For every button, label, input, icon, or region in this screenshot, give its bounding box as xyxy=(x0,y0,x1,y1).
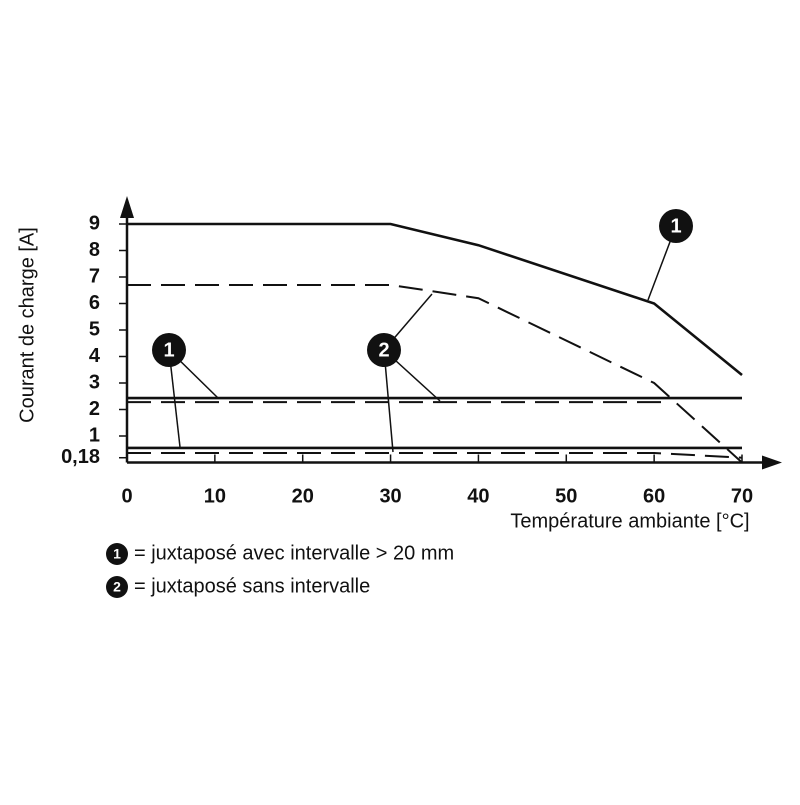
y-tick-label: 3 xyxy=(89,371,100,393)
x-tick-label: 60 xyxy=(643,485,665,507)
series-line xyxy=(127,222,743,377)
x-tick-label: 10 xyxy=(204,485,226,507)
y-tick-label: 6 xyxy=(89,292,100,314)
x-tick-label: 30 xyxy=(379,485,401,507)
y-tick-label: 0,18 xyxy=(61,446,100,468)
x-tick-label: 0 xyxy=(121,485,132,507)
leader-line xyxy=(383,349,394,453)
series-line xyxy=(127,283,743,464)
y-tick-label: 9 xyxy=(89,212,100,234)
legend-marker xyxy=(106,543,128,565)
x-tick-label: 70 xyxy=(731,485,753,507)
x-axis-label: Température ambiante [°C] xyxy=(510,510,749,532)
legend-marker-label: 1 xyxy=(113,546,121,562)
y-tick-label: 7 xyxy=(89,265,100,287)
y-tick-label: 2 xyxy=(89,398,100,420)
callout-label: 1 xyxy=(670,215,681,237)
callout-label: 1 xyxy=(163,339,174,361)
y-tick-label: 5 xyxy=(89,318,100,340)
x-tick-label: 50 xyxy=(555,485,577,507)
legend-marker-label: 2 xyxy=(113,579,121,595)
series-line xyxy=(127,451,743,459)
y-tick-label: 1 xyxy=(89,424,100,446)
y-tick-label: 8 xyxy=(89,239,100,261)
x-axis-arrow xyxy=(762,455,782,470)
callout-circle xyxy=(659,209,693,243)
legend-marker xyxy=(106,576,128,598)
y-axis-label: Courant de charge [A] xyxy=(16,227,38,423)
callout-circle xyxy=(367,333,401,367)
callout-label: 2 xyxy=(378,339,389,361)
x-tick-label: 20 xyxy=(292,485,314,507)
y-axis-arrow xyxy=(120,196,134,218)
legend-text: = juxtaposé avec intervalle > 20 mm xyxy=(134,542,454,564)
x-tick-label: 40 xyxy=(467,485,489,507)
legend-text: = juxtaposé sans intervalle xyxy=(134,575,370,597)
callout-circle xyxy=(152,333,186,367)
y-tick-label: 4 xyxy=(89,345,101,367)
